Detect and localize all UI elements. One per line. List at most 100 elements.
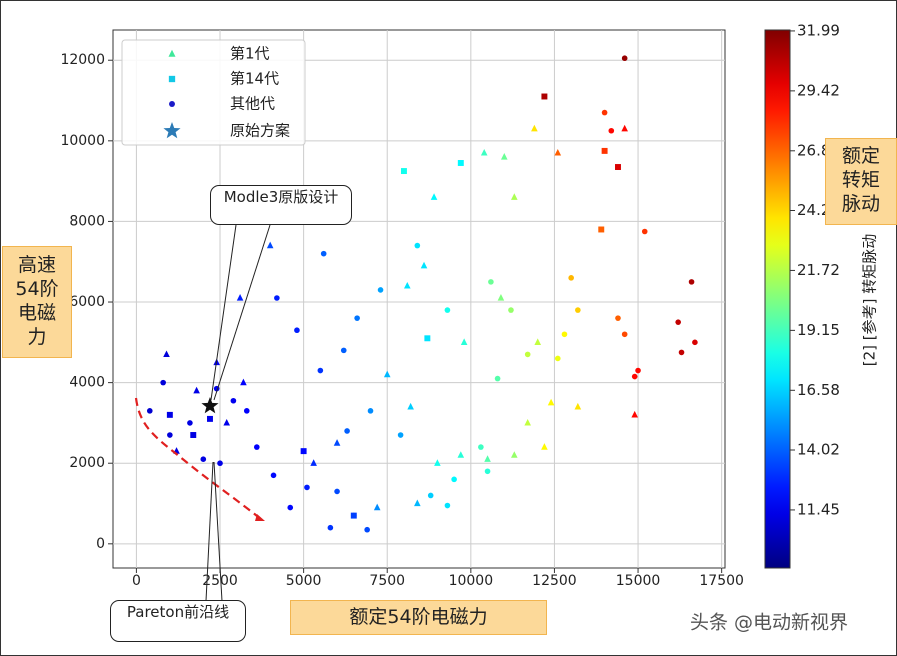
point [300, 448, 307, 455]
x-tick-label: 10000 [449, 573, 494, 589]
point [317, 367, 324, 374]
colorbar-tick-label: 16.58 [797, 381, 840, 399]
point [430, 193, 438, 200]
point [167, 432, 173, 438]
point [635, 367, 641, 374]
colorbar-tick-label: 21.72 [797, 261, 840, 279]
point [397, 432, 404, 438]
point [547, 398, 555, 406]
legend-marker [168, 49, 176, 57]
point [146, 408, 153, 414]
point [621, 124, 628, 132]
point [403, 281, 411, 289]
point [444, 307, 451, 313]
y-tick-label: 8000 [69, 213, 105, 229]
point [631, 373, 638, 380]
point [166, 411, 173, 418]
y-tick-label: 6000 [69, 294, 105, 310]
point [511, 451, 518, 458]
point [484, 468, 491, 475]
x-tick-label: 17500 [699, 573, 744, 589]
point [601, 147, 608, 154]
point [524, 418, 531, 426]
point [364, 526, 370, 533]
point [574, 402, 582, 410]
x-tick-label: 7500 [369, 573, 405, 589]
legend-marker [169, 101, 175, 107]
x-tick-label: 15000 [616, 573, 661, 589]
point [534, 338, 542, 345]
point [320, 250, 327, 257]
point [678, 349, 685, 356]
point [407, 402, 414, 410]
point [621, 331, 628, 338]
legend-marker [168, 75, 176, 83]
point [287, 504, 294, 511]
point [160, 379, 166, 386]
point [641, 228, 648, 235]
point [367, 408, 374, 414]
point [200, 456, 207, 462]
callout-line [205, 461, 214, 602]
legend-label: 第1代 [230, 45, 270, 63]
point [377, 287, 384, 293]
point [223, 418, 231, 426]
point [304, 484, 310, 491]
point [266, 241, 274, 249]
x-tick-label: 0 [132, 573, 141, 589]
point [243, 408, 250, 414]
y-tick-label: 2000 [69, 455, 105, 471]
point [497, 294, 505, 301]
point [217, 460, 223, 467]
point [344, 428, 350, 434]
point [692, 339, 698, 346]
point [554, 148, 562, 156]
annotation: Pareton前沿线 [110, 600, 246, 642]
y-tick-label: 12000 [60, 52, 105, 68]
point [457, 160, 464, 166]
point [561, 331, 568, 338]
point [500, 152, 508, 160]
point [373, 503, 381, 511]
legend-box [121, 39, 306, 146]
point [444, 502, 451, 509]
point [531, 124, 538, 132]
point [688, 279, 695, 285]
point [508, 307, 514, 313]
point [383, 370, 391, 378]
point [400, 168, 407, 175]
point [207, 415, 213, 422]
point [494, 375, 501, 382]
x-tick-label: 2500 [202, 573, 238, 589]
point [274, 295, 280, 301]
point [457, 451, 465, 458]
point [294, 327, 300, 334]
point [270, 472, 277, 479]
point [460, 338, 468, 345]
point [187, 420, 193, 426]
point [310, 459, 317, 466]
x-axis-label: 额定54阶电磁力 [290, 600, 547, 635]
point [434, 459, 441, 466]
watermark: 头条 @电动新视界 [690, 612, 848, 634]
point [333, 439, 341, 446]
point [327, 524, 334, 531]
annotation: Modle3原版设计 [210, 185, 352, 225]
point [524, 351, 531, 358]
point [334, 488, 340, 495]
point [354, 315, 360, 321]
point [253, 444, 260, 450]
point [541, 443, 548, 450]
point [575, 307, 581, 313]
colorbar-tick-label: 31.99 [797, 21, 840, 39]
point [236, 294, 244, 301]
y-tick-label: 0 [96, 536, 105, 552]
colorbar-title: 额定转矩脉动 [825, 138, 897, 225]
legend-label: 其他代 [230, 95, 275, 113]
pareto-arrow [255, 514, 265, 521]
colorbar-tick-label: 29.42 [797, 81, 840, 99]
callout-line [213, 461, 223, 602]
callout-line [213, 224, 271, 401]
point [427, 492, 434, 499]
